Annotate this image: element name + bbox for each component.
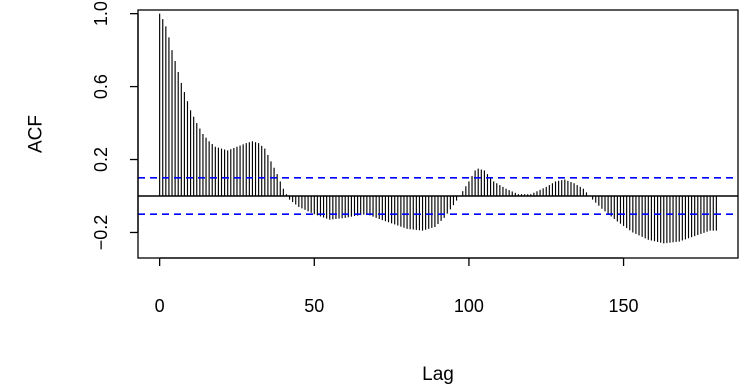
x-tick-label: 100 (454, 296, 484, 316)
y-axis: −0.2 0.2 0.6 1.0 (91, 1, 139, 251)
y-tick-label: 1.0 (91, 1, 111, 26)
x-tick-label: 0 (155, 296, 165, 316)
y-tick-label: 0.2 (91, 147, 111, 172)
x-tick-label: 150 (609, 296, 639, 316)
y-tick-label: −0.2 (91, 215, 111, 251)
y-tick-label: 0.6 (91, 74, 111, 99)
x-tick-label: 50 (304, 296, 324, 316)
y-axis-title: ACF (26, 115, 47, 153)
acf-bars-group (159, 13, 717, 244)
x-axis: 0 50 100 150 (155, 257, 639, 316)
x-axis-title: Lag (422, 364, 454, 385)
